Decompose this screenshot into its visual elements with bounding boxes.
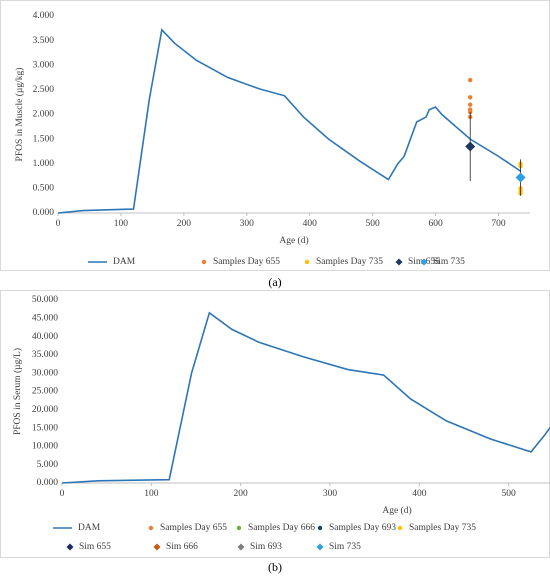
y-tick-label: 1.000 bbox=[33, 159, 55, 169]
sim-point bbox=[465, 141, 476, 152]
x-axis-title: Age (d) bbox=[279, 235, 308, 246]
legend-label: Samples Day 735 bbox=[316, 257, 383, 267]
y-axis-title: PFOS in Muscle (µg/kg) bbox=[14, 68, 25, 162]
legend-swatch bbox=[66, 543, 74, 551]
x-tick-label: 300 bbox=[240, 219, 255, 229]
legend-swatch bbox=[237, 543, 245, 551]
legend-label: Samples Day 666 bbox=[248, 523, 315, 533]
legend-swatch bbox=[420, 258, 428, 266]
legend-label: Sim 655 bbox=[79, 542, 111, 552]
x-tick-label: 200 bbox=[177, 219, 192, 229]
legend-label: Sim 666 bbox=[166, 542, 198, 552]
y-tick-label: 15.000 bbox=[32, 423, 58, 433]
panel-frame bbox=[0, 290, 550, 558]
legend-label: DAM bbox=[78, 523, 101, 533]
y-tick-label: 4.000 bbox=[33, 11, 55, 21]
legend-label: Sim 735 bbox=[433, 257, 465, 267]
caption: (a) bbox=[268, 275, 281, 289]
y-tick-label: 0.500 bbox=[33, 184, 55, 194]
y-tick-label: 3.000 bbox=[33, 60, 55, 70]
x-tick-label: 0 bbox=[60, 489, 65, 499]
legend-swatch bbox=[397, 525, 403, 531]
y-tick-label: 1.500 bbox=[33, 134, 55, 144]
legend-swatch bbox=[153, 543, 161, 551]
x-tick-label: 500 bbox=[366, 219, 381, 229]
legend-label: Sim 735 bbox=[329, 542, 361, 552]
x-tick-label: 0 bbox=[56, 219, 61, 229]
sample-point bbox=[468, 95, 473, 100]
y-tick-label: 35.000 bbox=[32, 350, 58, 360]
y-tick-label: 5.000 bbox=[37, 460, 59, 470]
y-tick-label: 25.000 bbox=[32, 387, 58, 397]
y-tick-label: 0.000 bbox=[33, 208, 55, 218]
sim-point bbox=[515, 172, 526, 183]
legend-swatch bbox=[395, 258, 403, 266]
legend-swatch bbox=[316, 543, 324, 551]
sample-point bbox=[468, 102, 473, 107]
line bbox=[57, 28, 522, 214]
y-tick-label: 3.500 bbox=[33, 36, 55, 46]
legend-label: DAM bbox=[113, 257, 136, 267]
y-tick-label: 45.000 bbox=[32, 313, 58, 323]
legend-swatch bbox=[201, 259, 207, 265]
x-tick-label: 100 bbox=[144, 489, 159, 499]
legend-label: Samples Day 693 bbox=[329, 523, 396, 533]
x-tick-label: 200 bbox=[234, 489, 249, 499]
y-tick-label: 50.000 bbox=[32, 295, 58, 305]
x-tick-label: 400 bbox=[303, 219, 318, 229]
line bbox=[61, 311, 550, 484]
y-axis-title: PFOS in Serum (µg/L) bbox=[12, 348, 23, 435]
y-tick-label: 0.000 bbox=[37, 478, 59, 488]
x-tick-label: 700 bbox=[491, 219, 506, 229]
x-tick-label: 100 bbox=[114, 219, 129, 229]
y-tick-label: 40.000 bbox=[32, 332, 58, 342]
y-tick-label: 20.000 bbox=[32, 405, 58, 415]
legend-label: Sim 693 bbox=[250, 542, 282, 552]
legend-swatch bbox=[304, 259, 310, 265]
sample-point bbox=[468, 77, 473, 83]
legend-swatch bbox=[236, 525, 242, 531]
y-tick-label: 2.000 bbox=[33, 110, 55, 120]
y-tick-label: 30.000 bbox=[32, 368, 58, 378]
legend-swatch bbox=[148, 525, 154, 531]
y-tick-label: 2.500 bbox=[33, 85, 55, 95]
x-axis-title: Age (d) bbox=[382, 505, 411, 516]
caption: (b) bbox=[268, 560, 282, 574]
y-tick-label: 10.000 bbox=[32, 442, 58, 452]
x-tick-label: 300 bbox=[323, 489, 338, 499]
x-tick-label: 400 bbox=[412, 489, 427, 499]
legend-label: Samples Day 735 bbox=[409, 523, 476, 533]
legend-label: Samples Day 655 bbox=[160, 523, 227, 533]
legend-label: Samples Day 655 bbox=[213, 257, 280, 267]
x-tick-label: 600 bbox=[428, 219, 443, 229]
x-tick-label: 500 bbox=[502, 489, 517, 499]
legend-swatch bbox=[317, 525, 323, 531]
